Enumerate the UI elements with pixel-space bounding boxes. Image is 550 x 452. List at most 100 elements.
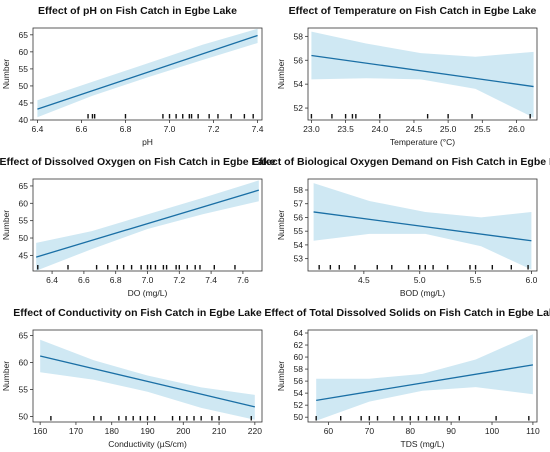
y-tick-label: 50 xyxy=(19,412,29,422)
y-tick-label: 60 xyxy=(294,352,304,362)
confidence-band xyxy=(37,28,258,118)
chart-svg: Effect of Conductivity on Fish Catch in … xyxy=(1,307,263,449)
y-tick-label: 65 xyxy=(19,181,29,191)
y-tick-label: 53 xyxy=(294,254,304,264)
y-tick-label: 50 xyxy=(294,412,304,422)
panel-bod: Effect of Biological Oxygen Demand on Fi… xyxy=(252,151,550,301)
x-tick-label: 80 xyxy=(405,426,415,436)
x-tick-label: 6.6 xyxy=(76,124,88,134)
y-tick-label: 54 xyxy=(294,240,304,250)
y-tick-label: 45 xyxy=(19,98,29,108)
x-tick-label: 23.0 xyxy=(303,124,320,134)
fit-line xyxy=(313,211,532,242)
x-tick-label: 4.5 xyxy=(358,275,370,285)
plot-frame xyxy=(307,329,538,423)
fit-line xyxy=(40,355,255,408)
y-tick-label: 65 xyxy=(19,330,29,340)
chart-title: Effect of Conductivity on Fish Catch in … xyxy=(13,307,262,319)
fit-line xyxy=(37,34,258,110)
y-tick-label: 52 xyxy=(294,400,304,410)
confidence-band xyxy=(311,31,534,118)
panel-ph: Effect of pH on Fish Catch in Egbe Lake 6… xyxy=(0,0,275,150)
x-axis-label: Conductivity (µS/cm) xyxy=(108,439,187,449)
y-tick-label: 58 xyxy=(294,364,304,374)
x-tick-label: 220 xyxy=(248,426,262,436)
y-tick-label: 65 xyxy=(19,30,29,40)
y-tick-label: 50 xyxy=(19,81,29,91)
x-tick-label: 70 xyxy=(365,426,375,436)
x-tick-label: 160 xyxy=(33,426,47,436)
y-tick-label: 56 xyxy=(294,376,304,386)
chart-svg: Effect of Dissolved Oxygen on Fish Catch… xyxy=(0,156,276,298)
y-axis-label: Number xyxy=(1,210,11,240)
y-axis-label: Number xyxy=(276,210,286,240)
chart-svg: Effect of Total Dissolved Solids on Fish… xyxy=(264,307,550,449)
x-tick-label: 7.0 xyxy=(142,275,154,285)
x-tick-label: 5.0 xyxy=(414,275,426,285)
x-axis-label: DO (mg/L) xyxy=(128,288,168,298)
y-tick-label: 50 xyxy=(19,233,29,243)
chart-title: Effect of Biological Oxygen Demand on Fi… xyxy=(252,156,550,168)
y-tick-label: 55 xyxy=(19,64,29,74)
fit-line xyxy=(311,54,534,88)
fit-line xyxy=(316,364,534,401)
y-tick-label: 57 xyxy=(294,199,304,209)
x-tick-label: 190 xyxy=(140,426,154,436)
x-tick-label: 180 xyxy=(105,426,119,436)
x-axis-label: BOD (mg/L) xyxy=(400,288,446,298)
x-axis-label: Temperature (°C) xyxy=(390,137,455,147)
y-tick-label: 45 xyxy=(19,250,29,260)
x-tick-label: 5.5 xyxy=(470,275,482,285)
chart-title: Effect of Total Dissolved Solids on Fish… xyxy=(264,307,550,319)
panel-tds: Effect of Total Dissolved Solids on Fish… xyxy=(264,302,550,452)
y-axis-label: Number xyxy=(1,361,11,391)
y-tick-label: 58 xyxy=(294,185,304,195)
x-tick-label: 100 xyxy=(485,426,499,436)
x-tick-label: 6.4 xyxy=(46,275,58,285)
x-tick-label: 110 xyxy=(526,426,540,436)
plot-frame xyxy=(307,178,538,272)
x-axis-label: TDS (mg/L) xyxy=(401,439,445,449)
panel-dissolved-oxygen: Effect of Dissolved Oxygen on Fish Catch… xyxy=(0,151,276,301)
y-tick-label: 56 xyxy=(294,55,304,65)
y-tick-label: 55 xyxy=(19,385,29,395)
chart-svg: Effect of Temperature on Fish Catch in E… xyxy=(276,5,538,147)
y-tick-label: 60 xyxy=(19,357,29,367)
chart-title: Effect of Temperature on Fish Catch in E… xyxy=(289,5,537,17)
chart-title: Effect of pH on Fish Catch in Egbe Lake xyxy=(38,5,237,17)
y-tick-label: 56 xyxy=(294,212,304,222)
y-tick-label: 54 xyxy=(294,388,304,398)
y-tick-label: 55 xyxy=(19,216,29,226)
plot-frame xyxy=(307,27,538,121)
x-tick-label: 26.0 xyxy=(508,124,525,134)
y-axis-label: Number xyxy=(1,59,11,89)
y-tick-label: 64 xyxy=(294,328,304,338)
panel-temperature: Effect of Temperature on Fish Catch in E… xyxy=(275,0,550,150)
confidence-band xyxy=(40,339,255,420)
x-tick-label: 7.2 xyxy=(208,124,220,134)
y-tick-label: 60 xyxy=(19,47,29,57)
x-tick-label: 7.6 xyxy=(237,275,249,285)
plot-frame xyxy=(32,27,263,121)
x-tick-label: 24.0 xyxy=(372,124,389,134)
x-tick-label: 210 xyxy=(212,426,226,436)
confidence-band xyxy=(36,180,259,271)
x-tick-label: 25.0 xyxy=(440,124,457,134)
y-tick-label: 60 xyxy=(19,198,29,208)
x-tick-label: 170 xyxy=(69,426,83,436)
x-tick-label: 7.2 xyxy=(173,275,185,285)
y-tick-label: 52 xyxy=(294,103,304,113)
confidence-band xyxy=(316,334,533,421)
y-axis-label: Number xyxy=(276,361,286,391)
y-tick-label: 62 xyxy=(294,340,304,350)
y-tick-label: 54 xyxy=(294,79,304,89)
panel-conductivity: Effect of Conductivity on Fish Catch in … xyxy=(0,302,275,452)
x-tick-label: 200 xyxy=(176,426,190,436)
x-tick-label: 6.8 xyxy=(120,124,132,134)
x-tick-label: 60 xyxy=(324,426,334,436)
x-axis-label: pH xyxy=(142,137,153,147)
x-tick-label: 7.4 xyxy=(205,275,217,285)
chart-svg: Effect of Biological Oxygen Demand on Fi… xyxy=(252,156,550,298)
y-axis-label: Number xyxy=(276,59,286,89)
